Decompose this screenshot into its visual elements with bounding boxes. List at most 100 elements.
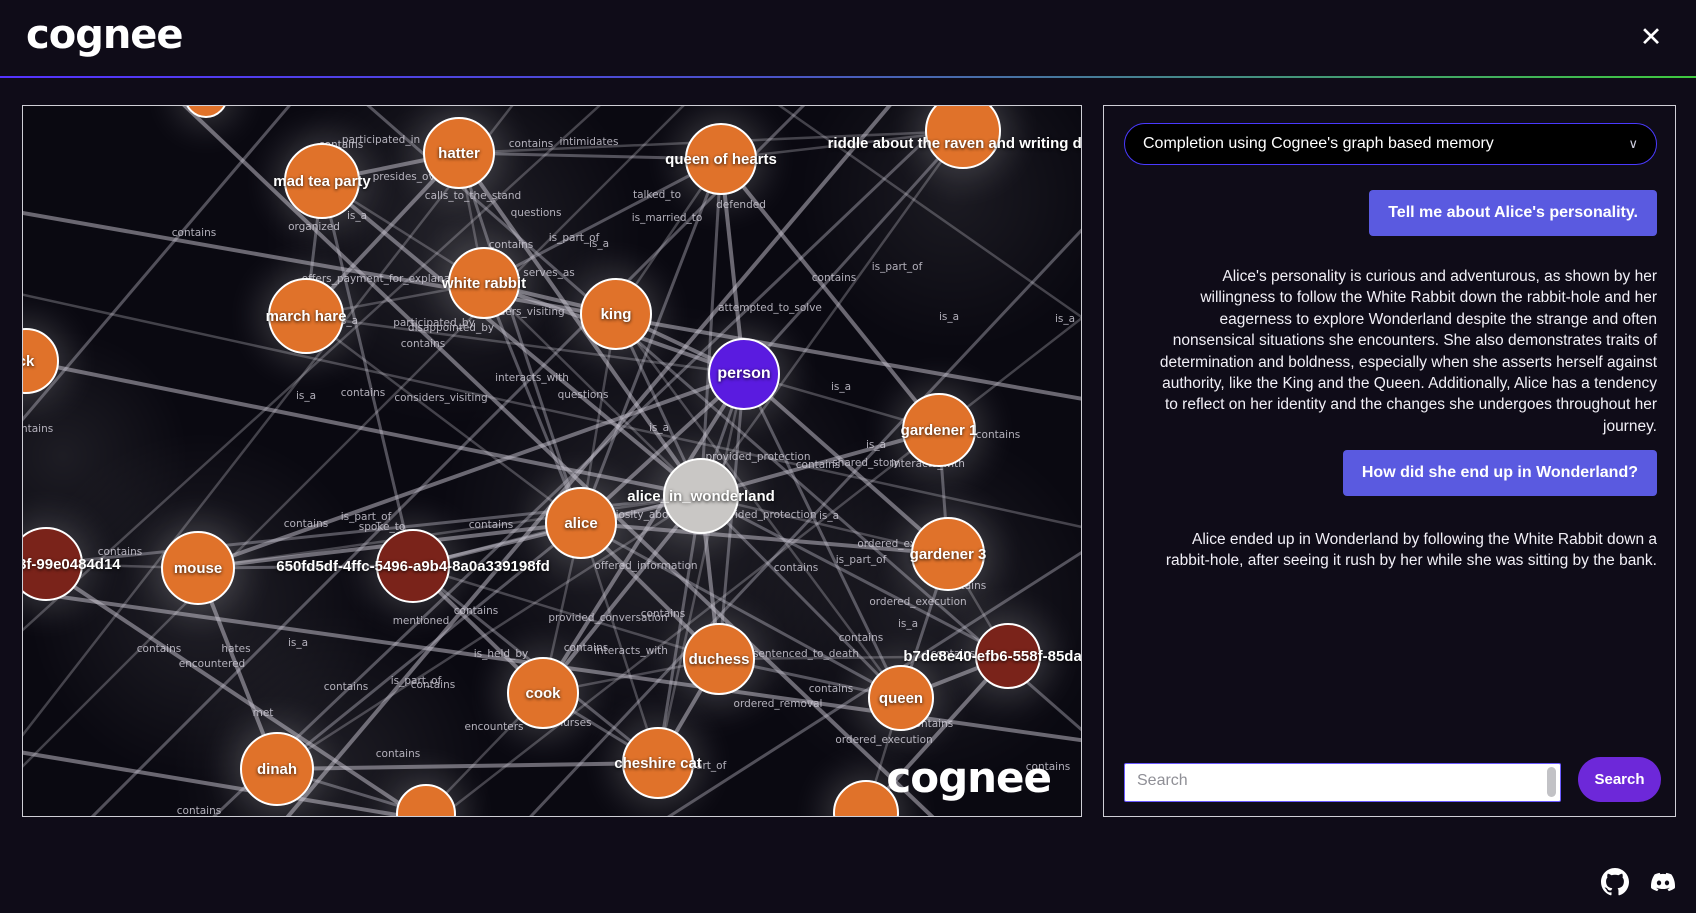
graph-node-b7[interactable]: b7de8e40-efb6-558f-85da-63b — [903, 623, 1081, 689]
edge-label: mentioned — [392, 615, 450, 627]
edge-label: contains — [468, 519, 514, 531]
edge-label: contains — [400, 338, 446, 350]
graph-node-hatter[interactable]: hatter — [423, 117, 495, 189]
graph-node-label: march hare — [265, 307, 347, 325]
edge-label: contains — [795, 459, 841, 471]
graph-node-cook[interactable]: cook — [507, 657, 579, 729]
graph-node-g3[interactable]: gardener 3 — [910, 517, 986, 591]
edge-label: intimidates — [559, 136, 619, 148]
edge-label: ordered_execution — [869, 596, 967, 608]
graph-node-mh[interactable]: march hare — [265, 278, 347, 354]
edge-label: attempted_to_solve — [718, 302, 822, 314]
edge-label: contains — [808, 683, 854, 695]
graph-panel[interactable]: cognee participated_in contains contains in… — [22, 105, 1082, 817]
edge-label: is_part_of — [871, 261, 923, 273]
search-button[interactable]: Search — [1578, 757, 1661, 802]
graph-node-label: mad tea party — [273, 172, 371, 190]
graph-node-qoh[interactable]: queen of hearts — [665, 123, 777, 195]
graph-edge — [579, 158, 723, 524]
footer-social-links — [1600, 867, 1678, 897]
graph-edge — [483, 282, 702, 497]
edge-label: is_a — [287, 637, 309, 649]
graph-node-label: hatter — [438, 144, 480, 162]
edge-label: contains — [171, 227, 217, 239]
graph-edge — [90, 106, 806, 816]
user-message-bubble: How did she end up in Wonderland? — [1342, 450, 1657, 496]
edge-label: ordered_execution — [835, 734, 933, 746]
graph-edge — [579, 522, 660, 764]
edge-label: contains — [508, 138, 554, 150]
graph-edge — [483, 157, 722, 285]
edge-label: sentenced_to_death — [752, 648, 860, 660]
edge-label: is_part_of — [340, 511, 392, 523]
graph-node-u650[interactable]: 650fd5df-4ffc-5496-a9b4-8a0a339198fd — [276, 529, 550, 603]
graph-edge — [457, 151, 703, 498]
edge-label: contains — [323, 681, 369, 693]
graph-edge — [541, 494, 703, 695]
graph-edge — [23, 106, 685, 768]
edge-label: encounters — [464, 721, 524, 733]
edge-label: is_part_of — [835, 554, 887, 566]
graph-edge — [580, 521, 902, 700]
edge-label: contains — [453, 605, 499, 617]
graph-node-label: dinah — [257, 760, 297, 778]
graph-edge — [700, 494, 1009, 658]
edge-label: contains — [640, 608, 686, 620]
graph-node-label: person — [717, 365, 771, 382]
graph-node-dinah[interactable]: dinah — [240, 732, 314, 806]
search-input[interactable] — [1124, 763, 1561, 802]
graph-node-wr[interactable]: white rabbit — [442, 247, 526, 319]
search-input-scrollbar[interactable] — [1547, 767, 1556, 797]
graph-node-king[interactable]: king — [580, 278, 652, 350]
edge-label: is_a — [588, 238, 610, 250]
graph-node-person[interactable]: person — [708, 338, 780, 410]
edge-label: contains — [375, 748, 421, 760]
graph-edge — [700, 428, 940, 498]
edge-label: contains — [410, 679, 456, 691]
edge-label: is_a — [938, 311, 960, 323]
edge-label: offered_information — [594, 560, 698, 572]
graph-node-alice[interactable]: alice — [545, 487, 617, 559]
graph-edge — [23, 293, 1081, 529]
edge-label: participated_by — [393, 317, 475, 329]
edge-label: is_a — [897, 618, 919, 630]
completion-panel: Completion using Cognee's graph based me… — [1103, 105, 1676, 817]
graph-edge — [580, 521, 949, 556]
cognee-logo: cognee — [26, 12, 184, 58]
graph-node-cc[interactable]: cheshire cat — [614, 727, 702, 799]
graph-node-queen[interactable]: queen — [868, 665, 934, 731]
edge-label: disappointed_by — [407, 322, 495, 334]
graph-edge — [482, 282, 583, 524]
graph-node-label: cook — [525, 684, 561, 702]
edge-label: contains — [283, 518, 329, 530]
graph-node-label: ck — [23, 352, 35, 370]
graph-edge — [25, 359, 702, 498]
graph-node-aiw[interactable]: alice_in_wonderland — [627, 458, 775, 534]
edge-label: organized — [288, 221, 340, 233]
edge-label: contains — [811, 272, 857, 284]
graph-node-label: mouse — [173, 559, 223, 577]
graph-node-label: white rabbit — [441, 274, 527, 292]
edge-label: is_part_of — [548, 232, 600, 244]
graph-node-mouse[interactable]: mouse — [161, 531, 235, 605]
close-icon[interactable]: ✕ — [1639, 22, 1663, 52]
edge-label: spoke_to — [358, 521, 406, 533]
graph-node-duchess[interactable]: duchess — [683, 623, 755, 695]
github-icon[interactable] — [1600, 867, 1630, 897]
edge-label: contains — [838, 632, 884, 644]
graph-edge — [700, 494, 949, 556]
completion-mode-select[interactable]: Completion using Cognee's graph based me… — [1124, 123, 1657, 165]
graph-node-g1[interactable]: gardener 1 — [901, 393, 977, 467]
graph-edge — [412, 564, 720, 661]
edge-label: provided_protection — [705, 451, 811, 463]
edge-label: is_part_of — [390, 675, 442, 687]
graph-node-label: cheshire cat — [614, 754, 702, 772]
edge-label: considers_visiting — [394, 392, 488, 404]
graph-edge — [579, 372, 746, 525]
graph-edge — [742, 372, 950, 556]
edge-label: curiosity_about — [598, 509, 680, 521]
graph-node-mtp[interactable]: mad tea party — [273, 143, 371, 219]
edge-label: contains — [488, 239, 534, 251]
discord-icon[interactable] — [1648, 867, 1678, 897]
graph-edge — [529, 228, 1081, 816]
